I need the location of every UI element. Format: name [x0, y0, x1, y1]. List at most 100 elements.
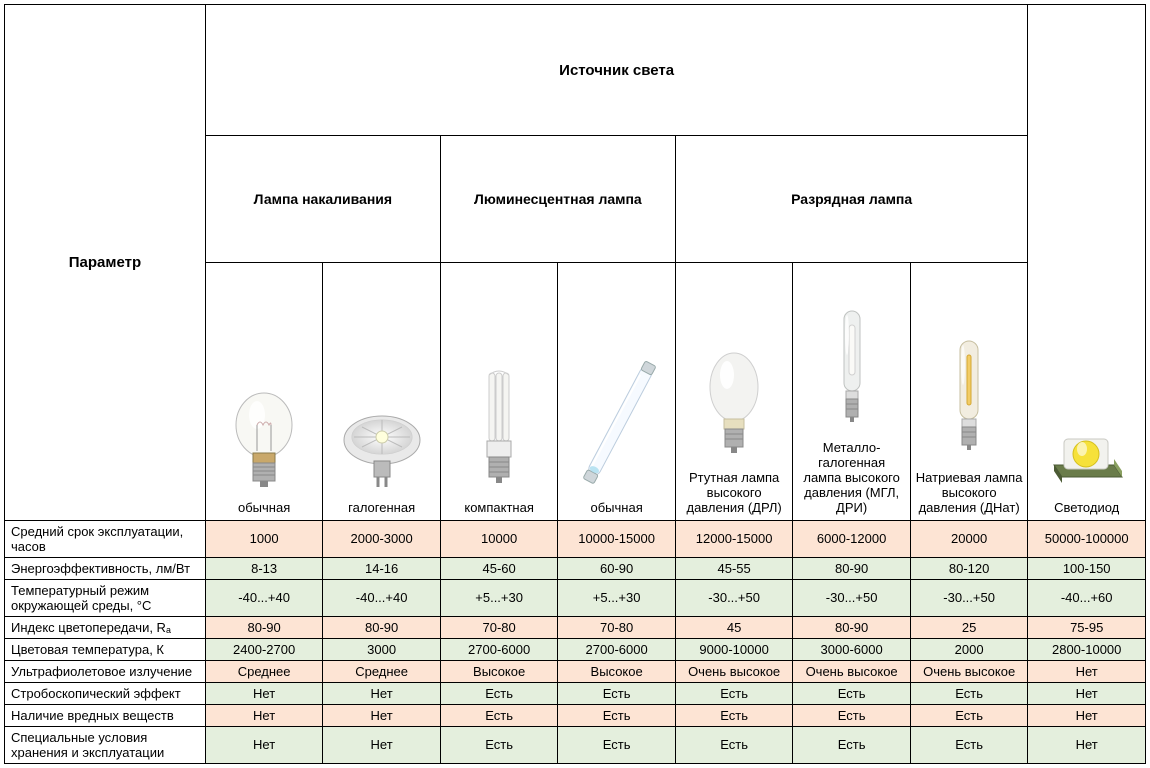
data-cell: Есть [675, 682, 793, 704]
data-cell: Нет [205, 682, 323, 704]
caption: компактная [464, 501, 534, 516]
data-cell: Есть [440, 682, 558, 704]
group-incandescent: Лампа накаливания [205, 136, 440, 262]
param-label: Специальные условия хранения и эксплуата… [5, 726, 206, 763]
data-cell: Нет [205, 704, 323, 726]
data-cell: 45-55 [675, 557, 793, 579]
data-cell: Нет [323, 704, 441, 726]
data-cell: Есть [793, 682, 911, 704]
data-cell: 20000 [910, 520, 1028, 557]
data-cell: 70-80 [558, 616, 676, 638]
col-sodium: Натриевая лампа высокого давления (ДНат) [910, 262, 1028, 520]
group-fluorescent: Люминесцентная лампа [440, 136, 675, 262]
param-label: Цветовая температура, К [5, 638, 206, 660]
data-cell: Нет [323, 726, 441, 763]
sodium-icon [939, 335, 999, 465]
data-cell: Нет [323, 682, 441, 704]
data-cell: -40...+40 [323, 579, 441, 616]
data-cell: -30...+50 [675, 579, 793, 616]
data-cell: Есть [910, 726, 1028, 763]
data-cell: Нет [1028, 682, 1146, 704]
col-halogen: галогенная [323, 262, 441, 520]
data-cell: 2700-6000 [558, 638, 676, 660]
data-cell: 8-13 [205, 557, 323, 579]
data-cell: 12000-15000 [675, 520, 793, 557]
caption: Ртутная лампа высокого давления (ДРЛ) [680, 471, 789, 516]
data-cell: Есть [675, 726, 793, 763]
data-cell: +5...+30 [558, 579, 676, 616]
halogen-icon [337, 405, 427, 495]
table-row: Цветовая температура, К2400-270030002700… [5, 638, 1146, 660]
data-cell: 80-90 [323, 616, 441, 638]
data-cell: Есть [910, 704, 1028, 726]
data-cell: Высокое [558, 660, 676, 682]
table-row: Энергоэффективность, лм/Вт8-1314-1645-60… [5, 557, 1146, 579]
data-cell: Очень высокое [675, 660, 793, 682]
caption: Натриевая лампа высокого давления (ДНат) [915, 471, 1024, 516]
group-discharge: Разрядная лампа [675, 136, 1028, 262]
data-cell: 100-150 [1028, 557, 1146, 579]
data-cell: 45 [675, 616, 793, 638]
col-led: Светодиод [1028, 262, 1146, 520]
header-main: Источник света [205, 5, 1028, 136]
caption: обычная [238, 501, 290, 516]
table-row: Специальные условия хранения и эксплуата… [5, 726, 1146, 763]
data-cell: 9000-10000 [675, 638, 793, 660]
cfl-icon [469, 365, 529, 495]
data-cell: Есть [440, 726, 558, 763]
data-cell: 60-90 [558, 557, 676, 579]
data-cell: 45-60 [440, 557, 558, 579]
data-cell: 10000 [440, 520, 558, 557]
data-cell: Очень высокое [910, 660, 1028, 682]
data-cell: Есть [440, 704, 558, 726]
tube-icon [572, 355, 662, 495]
data-cell: Нет [1028, 726, 1146, 763]
table-row: Средний срок эксплуатации, часов10002000… [5, 520, 1146, 557]
data-cell: 3000-6000 [793, 638, 911, 660]
data-cell: Есть [558, 682, 676, 704]
data-cell: Среднее [323, 660, 441, 682]
data-cell: 10000-15000 [558, 520, 676, 557]
incandescent-icon [229, 385, 299, 495]
param-header: Параметр [5, 5, 206, 521]
data-cell: 2700-6000 [440, 638, 558, 660]
param-label: Средний срок эксплуатации, часов [5, 520, 206, 557]
table-row: Стробоскопический эффектНетНетЕстьЕстьЕс… [5, 682, 1146, 704]
table-row: Индекс цветопередачи, Rₐ80-9080-9070-807… [5, 616, 1146, 638]
light-source-table: Параметр Источник света Лампа накаливани… [4, 4, 1146, 764]
col-incandescent-std: обычная [205, 262, 323, 520]
data-cell: Нет [1028, 704, 1146, 726]
data-cell: Есть [910, 682, 1028, 704]
data-cell: Есть [793, 726, 911, 763]
data-cell: +5...+30 [440, 579, 558, 616]
caption: обычная [591, 501, 643, 516]
data-cell: 1000 [205, 520, 323, 557]
data-cell: -40...+60 [1028, 579, 1146, 616]
mh-icon [822, 305, 882, 435]
data-cell: 2000 [910, 638, 1028, 660]
data-cell: 2000-3000 [323, 520, 441, 557]
table-row: Ультрафиолетовое излучениеСреднееСреднее… [5, 660, 1146, 682]
param-label: Ультрафиолетовое излучение [5, 660, 206, 682]
data-cell: -30...+50 [793, 579, 911, 616]
param-label: Наличие вредных веществ [5, 704, 206, 726]
col-mercury: Ртутная лампа высокого давления (ДРЛ) [675, 262, 793, 520]
data-cell: 80-90 [793, 557, 911, 579]
data-cell: Нет [205, 726, 323, 763]
data-cell: 80-90 [205, 616, 323, 638]
data-cell: Есть [793, 704, 911, 726]
data-cell: -40...+40 [205, 579, 323, 616]
table-row: Наличие вредных веществНетНетЕстьЕстьЕст… [5, 704, 1146, 726]
data-cell: 2400-2700 [205, 638, 323, 660]
caption: Светодиод [1054, 501, 1119, 516]
data-cell: 25 [910, 616, 1028, 638]
data-cell: 75-95 [1028, 616, 1146, 638]
col-tube: обычная [558, 262, 676, 520]
caption: галогенная [348, 501, 415, 516]
col-cfl: компактная [440, 262, 558, 520]
data-cell: Высокое [440, 660, 558, 682]
data-cell: Очень высокое [793, 660, 911, 682]
param-label: Индекс цветопередачи, Rₐ [5, 616, 206, 638]
param-label: Энергоэффективность, лм/Вт [5, 557, 206, 579]
data-cell: 2800-10000 [1028, 638, 1146, 660]
